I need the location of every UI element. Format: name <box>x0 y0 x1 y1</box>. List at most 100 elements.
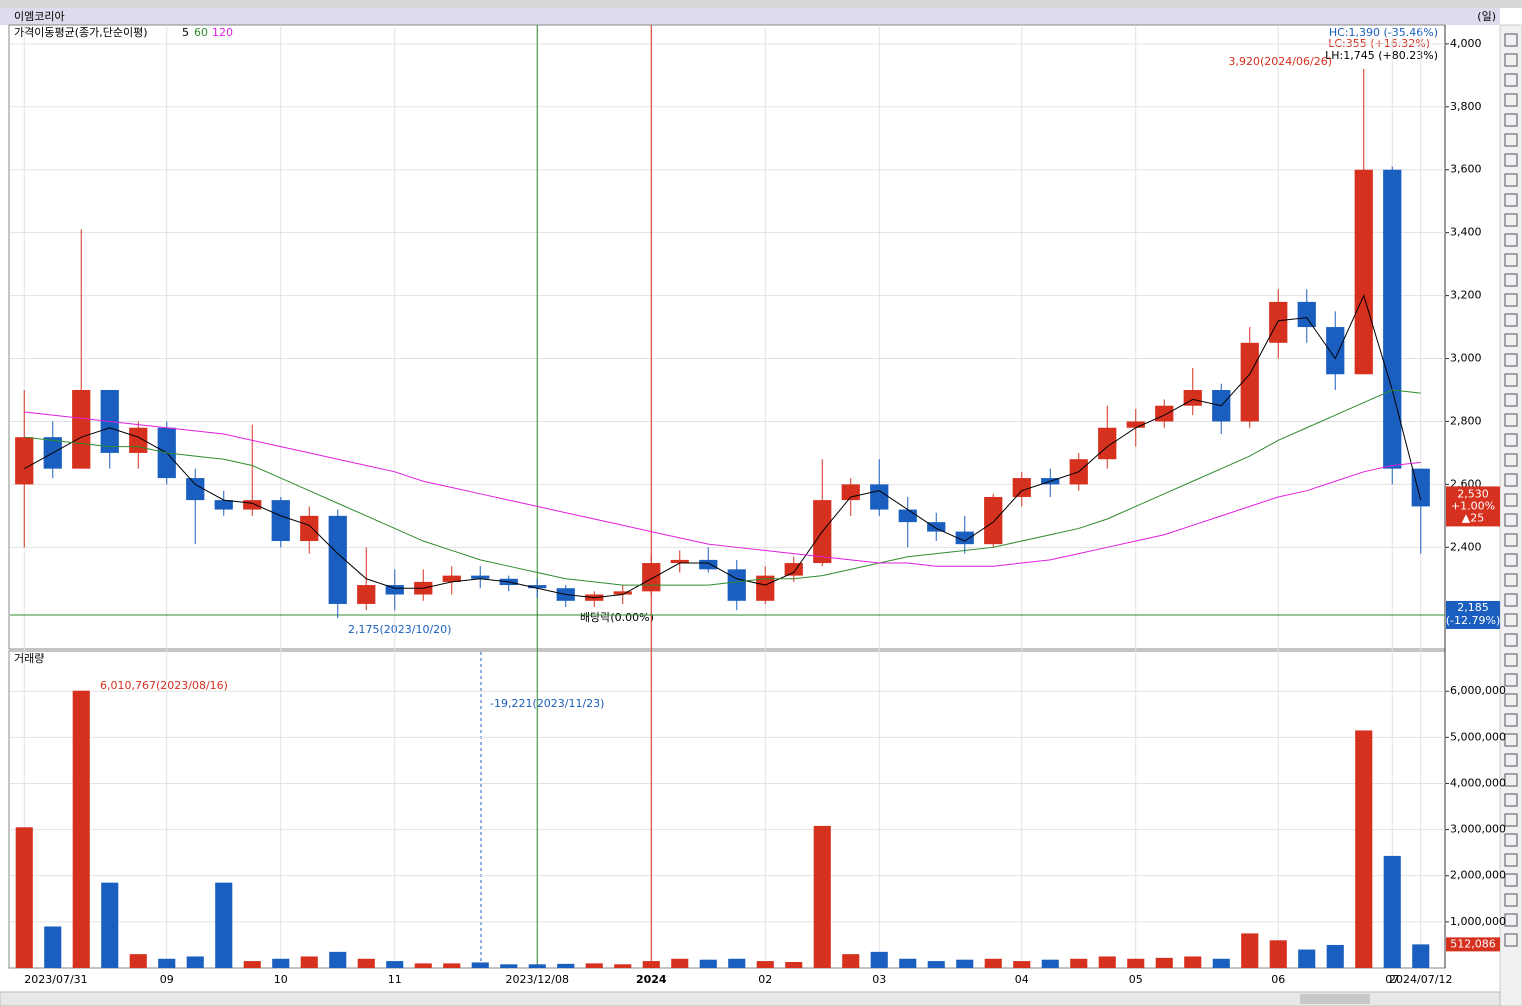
candle-body <box>784 563 803 576</box>
tool-icon <box>1504 833 1518 847</box>
y-tick-label: 3,400 <box>1450 226 1482 239</box>
period-label: (일) <box>1477 9 1496 23</box>
tool-icon <box>1504 453 1518 467</box>
y-tick-label: 6,000,000 <box>1450 684 1506 697</box>
tool-icon <box>1504 293 1518 307</box>
y-tick-label: 3,800 <box>1450 100 1482 113</box>
volume-bar <box>1355 730 1373 968</box>
tool-icon <box>1504 213 1518 227</box>
tool-icon <box>1504 813 1518 827</box>
tool-icon <box>1504 153 1518 167</box>
current-price-box <box>1446 486 1500 527</box>
volume-bar <box>870 951 888 968</box>
volume-bar <box>15 827 33 968</box>
last-volume-label: 512,086 <box>1450 937 1496 950</box>
x-tick-label: 07 <box>1385 973 1399 986</box>
x-tick-label: 02 <box>758 973 772 986</box>
tool-icon <box>1504 393 1518 407</box>
candle-body <box>1269 301 1288 343</box>
tool-icon <box>1504 873 1518 887</box>
volume-bar <box>1184 956 1202 968</box>
volume-bar <box>756 961 774 968</box>
x-tick-label: 2024 <box>636 973 667 986</box>
volume-title: 거래량 <box>14 652 44 665</box>
candle-body <box>528 585 547 589</box>
volume-bar <box>585 963 603 968</box>
candle-body <box>756 575 775 601</box>
moving-average-line <box>24 389 1421 586</box>
side-toolbar[interactable] <box>1499 24 1522 1006</box>
volume-bar <box>614 964 632 968</box>
tool-icon <box>1504 893 1518 907</box>
volume-bar <box>1041 959 1059 968</box>
stock-title: 이엠코리아 <box>14 10 65 23</box>
candle-body <box>670 559 689 564</box>
moving-average-line <box>24 411 1421 567</box>
x-tick-label: 05 <box>1129 973 1143 986</box>
candle-body <box>1098 427 1117 460</box>
volume-bar <box>158 958 176 968</box>
volume-bar <box>443 963 461 968</box>
volume-bar <box>785 962 803 968</box>
volume-bar <box>1298 949 1316 968</box>
tool-icon <box>1504 673 1518 687</box>
x-tick-label: 03 <box>872 973 886 986</box>
volume-bar <box>671 958 689 968</box>
candle-body <box>870 484 889 510</box>
candle-body <box>357 585 376 604</box>
toolbar <box>0 0 1522 8</box>
candle-body <box>72 389 91 469</box>
candle-body <box>1297 301 1316 328</box>
candle-body <box>271 500 290 542</box>
candle-body <box>328 515 347 604</box>
volume-bar <box>927 961 945 968</box>
volume-bar <box>357 958 375 968</box>
candle-body <box>955 531 974 545</box>
tool-icon <box>1504 273 1518 287</box>
volume-bar <box>101 882 119 968</box>
reference-change: (-12.79%) <box>1446 614 1501 627</box>
volume-bar <box>699 959 717 968</box>
tool-icon <box>1504 333 1518 347</box>
volume-bar <box>557 963 575 968</box>
volume-bar <box>528 964 546 968</box>
y-tick-label: 2,000,000 <box>1450 869 1506 882</box>
candle-body <box>1326 327 1345 375</box>
tool-icon <box>1504 733 1518 747</box>
volume-bar <box>186 956 204 968</box>
volume-max-annotation: 6,010,767(2023/08/16) <box>100 679 228 692</box>
x-tick-label: 10 <box>274 973 288 986</box>
moving-average-line <box>24 294 1422 599</box>
volume-bar <box>728 958 746 968</box>
tool-icon <box>1504 793 1518 807</box>
scrollbar[interactable] <box>0 991 1501 1006</box>
x-tick-label: 04 <box>1015 973 1029 986</box>
tool-icon <box>1504 133 1518 147</box>
candle-body <box>1411 468 1430 507</box>
volume-bar <box>956 959 974 968</box>
tool-icon <box>1504 173 1518 187</box>
candle-body <box>442 575 461 582</box>
current-price-diff: ▲25 <box>1462 511 1484 524</box>
volume-bar <box>1269 940 1287 968</box>
tool-icon <box>1504 53 1518 67</box>
volume-bar <box>129 954 147 968</box>
tool-icon <box>1504 913 1518 927</box>
y-tick-label: 2,400 <box>1450 540 1482 553</box>
ma-legend: 60 <box>194 26 208 39</box>
tool-icon <box>1504 73 1518 87</box>
x-tick-label: 2023/07/31 <box>24 973 87 986</box>
x-tick-label: 06 <box>1271 973 1285 986</box>
candle-body <box>613 591 632 595</box>
candle-body <box>15 437 34 485</box>
scroll-thumb[interactable] <box>1300 994 1370 1004</box>
volume-bar <box>1383 855 1401 968</box>
hc-annotation: HC:1,390 (-35.46%) <box>1329 26 1438 39</box>
volume-bar <box>329 951 347 968</box>
reference-label: 2,185 <box>1457 601 1489 614</box>
tool-icon <box>1504 633 1518 647</box>
candle-body <box>471 575 490 579</box>
volume-bar <box>414 963 432 968</box>
tool-icon <box>1504 233 1518 247</box>
